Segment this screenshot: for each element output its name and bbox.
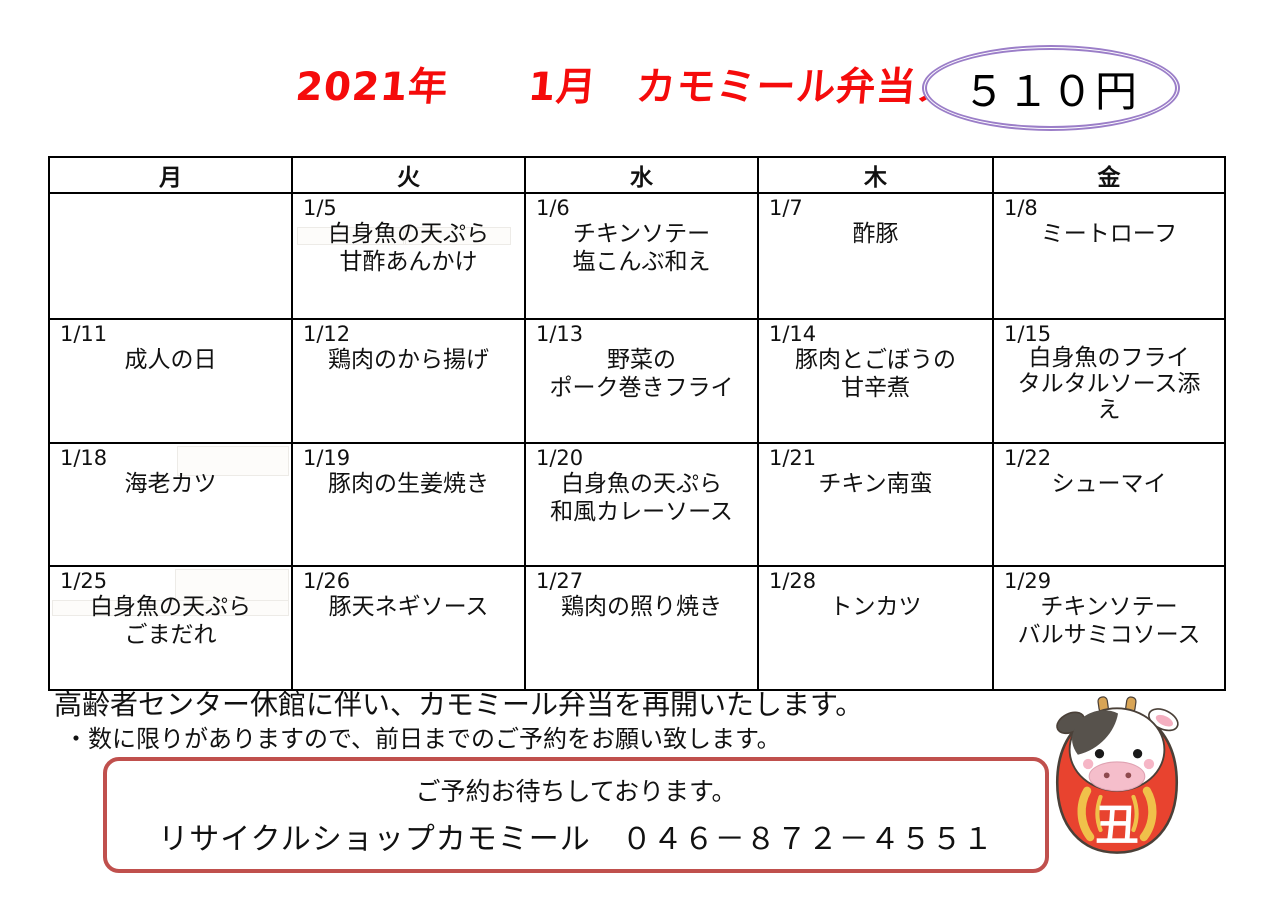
calendar-cell-jan21: 1/21 チキン南蛮	[757, 442, 994, 567]
cell-menu: 白身魚の天ぷら 和風カレーソース	[550, 471, 733, 526]
crescent-accent	[1077, 786, 1095, 842]
calendar-cell-jan19: 1/19 豚肉の生姜焼き	[291, 442, 526, 567]
cell-menu: 野菜の ポーク巻きフライ	[549, 347, 734, 402]
cell-date: 1/25	[60, 569, 108, 593]
cell-menu: トンカツ	[829, 594, 922, 621]
note-reopen: 高齢者センター休館に伴い、カモミール弁当を再開いたします。	[54, 688, 864, 721]
calendar-cell-jan18: 1/18 海老カツ	[48, 442, 293, 567]
calendar-week-2: 1/11 成人の日 1/12 鶏肉のから揚げ 1/13 野菜の ポーク巻きフライ…	[48, 318, 1226, 444]
calendar-cell-jan11-holiday: 1/11 成人の日	[48, 318, 293, 444]
calendar-cell-jan15: 1/15 白身魚のフライ タルタルソース添 え	[992, 318, 1226, 444]
cow-eye-icon	[1094, 749, 1105, 759]
blush-mark	[1143, 758, 1155, 770]
cell-date: 1/5	[303, 196, 337, 220]
cell-date: 1/12	[303, 322, 351, 346]
cell-menu: 鶏肉のから揚げ	[328, 347, 489, 374]
calendar-cell-jan29: 1/29 チキンソテー バルサミコソース	[992, 565, 1226, 691]
note-reservation-deadline: ・数に限りがありますので、前日までのご予約をお願い致します。	[64, 725, 781, 753]
reservation-box: ご予約お待ちしております。 リサイクルショップカモミール ０４６－８７２－４５５…	[103, 757, 1049, 873]
cow-eye-icon	[1132, 749, 1143, 759]
ghost-cell-artifact	[403, 227, 406, 245]
calendar-cell-jan14: 1/14 豚肉とごぼうの 甘辛煮	[757, 318, 994, 444]
weekday-friday: 金	[992, 156, 1226, 194]
cell-date: 1/19	[303, 446, 351, 470]
calendar-cell-jan20: 1/20 白身魚の天ぷら 和風カレーソース	[524, 442, 759, 567]
cell-menu	[50, 197, 291, 205]
cell-menu: 豚肉とごぼうの 甘辛煮	[795, 347, 956, 402]
shop-name-and-phone: リサイクルショップカモミール ０４６－８７２－４５５１	[158, 822, 994, 857]
calendar-cell-jan6: 1/6 チキンソテー 塩こんぶ和え	[524, 192, 759, 320]
cell-date: 1/14	[769, 322, 817, 346]
crescent-accent	[1131, 794, 1139, 832]
calendar-week-4: 1/25 白身魚の天ぷら ごまだれ 1/26 豚天ネギソース 1/27 鶏肉の照…	[48, 565, 1226, 691]
cell-date: 1/27	[536, 569, 584, 593]
cell-menu: 豚肉の生姜焼き	[328, 471, 489, 498]
zodiac-ox-character: 丑	[1095, 801, 1138, 851]
cell-menu: 豚天ネギソース	[328, 594, 489, 621]
cell-date: 1/20	[536, 446, 584, 470]
cow-daruma-illustration: 丑	[1055, 696, 1179, 854]
cell-date: 1/11	[60, 322, 108, 346]
weekday-header-row: 月 火 水 木 金	[48, 156, 1226, 194]
cell-menu: チキンソテー 塩こんぶ和え	[572, 221, 711, 276]
cell-menu: 白身魚の天ぷら ごまだれ	[90, 594, 251, 649]
calendar-cell-jan27: 1/27 鶏肉の照り焼き	[524, 565, 759, 691]
cell-date: 1/7	[769, 196, 803, 220]
cell-date: 1/22	[1004, 446, 1052, 470]
cell-date: 1/6	[536, 196, 570, 220]
cell-menu: 酢豚	[852, 221, 899, 248]
calendar-week-1: 1/5 白身魚の天ぷら 甘酢あんかけ 1/6 チキンソテー 塩こんぶ和え 1/7…	[48, 192, 1226, 320]
weekday-thursday: 木	[757, 156, 994, 194]
cow-muzzle	[1088, 761, 1146, 792]
cell-menu: 白身魚の天ぷら 甘酢あんかけ	[328, 221, 489, 276]
calendar-cell-jan12: 1/12 鶏肉のから揚げ	[291, 318, 526, 444]
nostril-icon	[1103, 772, 1110, 779]
cow-ear-inner	[1155, 714, 1173, 727]
ghost-cell-artifact	[52, 600, 289, 616]
price-label: ５１０円	[962, 66, 1139, 116]
cell-date: 1/26	[303, 569, 351, 593]
cell-menu: シューマイ	[1051, 471, 1167, 498]
cell-date: 1/28	[769, 569, 817, 593]
calendar-cell-jan28: 1/28 トンカツ	[757, 565, 994, 691]
cell-date: 1/18	[60, 446, 108, 470]
calendar-cell-jan7: 1/7 酢豚	[757, 192, 994, 320]
cell-date: 1/15	[1004, 322, 1052, 346]
cell-date: 1/21	[769, 446, 817, 470]
cell-menu: 白身魚のフライ タルタルソース添 え	[1017, 345, 1201, 423]
cell-date: 1/29	[1004, 569, 1052, 593]
cow-head-patch	[1072, 710, 1119, 755]
calendar-cell-jan22: 1/22 シューマイ	[992, 442, 1226, 567]
cell-menu: チキン南蛮	[818, 471, 933, 498]
cell-menu: 海老カツ	[124, 471, 217, 498]
calendar-cell-jan26: 1/26 豚天ネギソース	[291, 565, 526, 691]
price-oval: ５１０円	[922, 45, 1180, 131]
calendar-cell-jan13: 1/13 野菜の ポーク巻きフライ	[524, 318, 759, 444]
cell-date: 1/8	[1004, 196, 1038, 220]
cell-menu: 鶏肉の照り焼き	[561, 594, 722, 621]
weekday-wednesday: 水	[524, 156, 759, 194]
ghost-cell-artifact	[177, 446, 289, 476]
cell-menu: ミートローフ	[1040, 221, 1178, 248]
nostril-icon	[1125, 772, 1132, 779]
reservation-message: ご予約お待ちしております。	[415, 777, 737, 806]
calendar-cell-jan5: 1/5 白身魚の天ぷら 甘酢あんかけ	[291, 192, 526, 320]
cell-menu: 成人の日	[124, 347, 217, 374]
weekday-tuesday: 火	[291, 156, 526, 194]
calendar-cell-jan25: 1/25 白身魚の天ぷら ごまだれ	[48, 565, 293, 691]
blush-mark	[1083, 758, 1094, 770]
calendar-cell-empty	[48, 192, 293, 320]
menu-calendar-table: 月 火 水 木 金 1/5 白身魚の天ぷら 甘酢あんかけ	[48, 156, 1226, 691]
cell-date: 1/13	[536, 322, 584, 346]
calendar-cell-jan8: 1/8 ミートローフ	[992, 192, 1226, 320]
crescent-accent	[1095, 794, 1103, 832]
calendar-week-3: 1/18 海老カツ 1/19 豚肉の生姜焼き 1/20 白身魚の天ぷら 和風カレ…	[48, 442, 1226, 567]
cell-menu: チキンソテー バルサミコソース	[1017, 594, 1201, 649]
weekday-monday: 月	[48, 156, 293, 194]
crescent-accent	[1139, 786, 1157, 842]
